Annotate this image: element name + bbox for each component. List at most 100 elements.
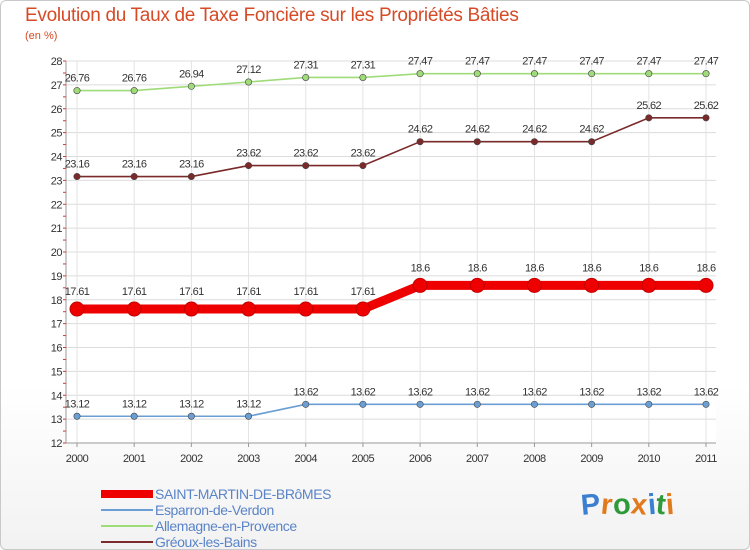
data-label: 27.12 [236,64,261,76]
legend-item: SAINT-MARTIN-DE-BRôMES [101,486,331,502]
data-label: 18.6 [639,262,658,274]
legend-item: Allemagne-en-Provence [101,518,331,534]
y-tick-label: 16 [51,343,63,355]
series-line [76,403,707,418]
data-point [302,162,310,170]
legend-label: SAINT-MARTIN-DE-BRôMES [155,486,332,502]
data-point [73,87,81,95]
x-tick-label: 2009 [580,453,603,465]
data-label: 18.6 [525,262,544,274]
legend-swatch [101,525,153,527]
data-label: 27.47 [522,56,547,68]
data-point [645,400,653,408]
data-label: 25.62 [694,100,719,112]
data-label: 13.12 [122,398,147,410]
data-label: 24.62 [408,124,433,136]
y-tick-label: 28 [51,56,63,68]
data-point [645,70,653,78]
data-label: 23.16 [65,159,90,171]
data-label: 13.62 [351,386,376,398]
data-point [588,70,596,78]
legend-swatch [101,541,153,543]
data-label: 13.62 [637,386,662,398]
data-point [241,301,257,317]
data-point [302,400,310,408]
data-point [530,400,538,408]
data-label: 17.61 [236,286,261,298]
series-line [76,72,707,92]
series-greoux-les-bains: 23.16 23.16 23.16 23.62 23.62 23.62 24.62 24.62… [65,100,719,181]
y-tick-label: 18 [51,295,63,307]
legend-label: Esparron-de-Verdon [155,502,274,518]
data-point [69,301,85,317]
data-label: 13.12 [236,398,261,410]
data-point [359,162,367,170]
data-label: 13.62 [408,386,433,398]
data-point [355,301,371,317]
data-point [245,78,253,86]
series-line [72,280,711,314]
data-label: 26.76 [65,73,90,85]
data-point [530,70,538,78]
data-label: 24.62 [465,124,490,136]
legend-swatch [101,490,153,498]
data-label: 26.94 [179,68,204,80]
y-tick-label: 15 [51,366,63,378]
data-label: 24.62 [579,124,604,136]
data-label: 13.12 [179,398,204,410]
data-point [412,277,428,293]
data-point [130,173,138,181]
x-tick-label: 2000 [66,453,89,465]
data-label: 25.62 [637,100,662,112]
data-label: 27.47 [694,56,719,68]
x-axis: 2000 2001 2002 2003 2004 2005 2006 2007 2008 2009… [66,442,718,465]
data-point [526,277,542,293]
data-point [416,70,424,78]
legend-label: Gréoux-les-Bains [155,534,257,550]
data-point [641,277,657,293]
data-point [469,277,485,293]
x-tick-label: 2006 [409,453,432,465]
data-label: 27.31 [293,59,318,71]
data-point [584,277,600,293]
y-tick-label: 17 [51,319,63,331]
y-tick-label: 12 [51,438,63,450]
series-saint-martin-de-bromes: 17.61 17.61 17.61 17.61 17.61 17.61 18.6 18.6 18… [65,262,717,317]
data-point [302,73,310,81]
data-point [416,138,424,146]
data-label: 17.61 [122,286,147,298]
data-label: 13.62 [579,386,604,398]
data-label: 17.61 [179,286,204,298]
y-tick-label: 13 [51,414,63,426]
data-point [245,412,253,420]
x-tick-label: 2002 [180,453,203,465]
data-point [359,400,367,408]
data-label: 23.62 [293,148,318,160]
y-tick-label: 26 [51,104,63,116]
data-point [702,70,710,78]
series-esparron-de-verdon: 13.12 13.12 13.12 13.12 13.62 13.62 13.62 13.62… [65,386,719,420]
data-point [298,301,314,317]
logo-letter: i [664,488,677,522]
y-tick-label: 27 [51,80,63,92]
data-point [702,114,710,122]
series-line [76,117,707,178]
y-tick-label: 23 [51,175,63,187]
data-point [473,400,481,408]
data-label: 17.61 [293,286,318,298]
data-point [588,400,596,408]
data-label: 17.61 [351,286,376,298]
y-axis-unit-label: (en %) [25,30,58,42]
data-point [126,301,142,317]
y-tick-label: 14 [51,390,63,402]
x-tick-label: 2008 [523,453,546,465]
data-label: 24.62 [522,124,547,136]
data-label: 23.62 [351,148,376,160]
data-label: 23.16 [122,159,147,171]
y-tick-label: 24 [51,152,63,164]
data-label: 27.47 [579,56,604,68]
y-tick-label: 19 [51,271,63,283]
data-point [245,162,253,170]
data-label: 13.12 [65,398,90,410]
